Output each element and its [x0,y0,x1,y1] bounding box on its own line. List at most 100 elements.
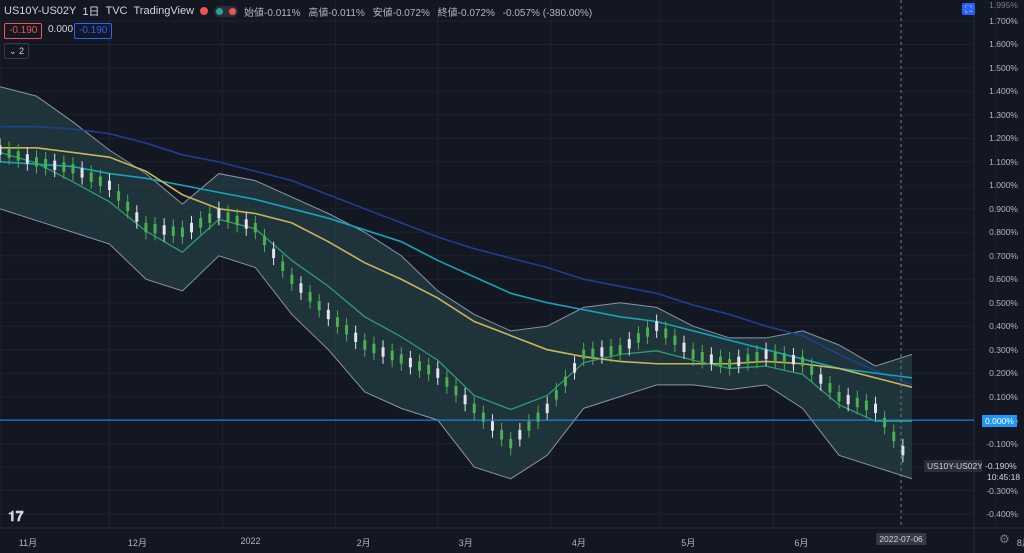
candle-body [0,145,2,155]
candle-body [500,430,504,440]
candle-body [71,164,75,174]
y-axis-tick-label: -0.300% [986,485,1018,496]
y-axis-tick-label: 0.900% [989,203,1018,214]
x-axis-tick-label: 6月 [794,538,809,548]
candle-body [591,348,595,358]
candle-body [801,356,805,367]
candle-body [472,403,476,414]
candle-body [335,317,339,327]
candle-body [235,215,239,226]
bollinger-lower-line [0,208,913,480]
candle-body [819,374,823,384]
y-axis-tick-label: 0.500% [989,297,1018,308]
x-axis-tick-label: 11月 [18,538,38,548]
y-axis-tick-label: 1.000% [989,180,1018,191]
candle-body [518,430,522,440]
candle-body [846,394,850,405]
candle-body [573,363,577,373]
y-axis-tick-label: 0.300% [989,344,1018,355]
candle-body [746,354,750,364]
crosshair-date-label: 2022-07-06 [876,533,926,545]
candle-body [372,343,376,354]
y-axis-tick-label: 0.200% [989,368,1018,379]
candle-body [390,350,394,361]
sell-button[interactable]: -0.190 [4,23,43,39]
candle-body [180,227,184,237]
y-axis-tick-label: 0.700% [989,250,1018,261]
bollinger-band-fill [0,86,912,479]
candle-body [208,213,212,223]
candle-body [892,431,896,442]
symbol-label[interactable]: US10Y-US02Y [4,5,77,17]
candle-body [901,445,905,456]
zero-line-tag: 0.000% [982,415,1017,427]
y-axis-tick-label: 0.800% [989,227,1018,238]
candle-body [627,339,631,349]
candle-body [98,176,102,186]
indicator-collapse-button[interactable]: ⌄ 2 [4,43,30,59]
countdown-tag: 10:45:18 [987,472,1021,482]
tradingview-logo-icon[interactable]: 𝟏𝟕 [8,509,24,525]
ma-yellow-line [0,146,913,389]
candle-body [171,226,175,236]
candle-body [217,208,221,219]
candle-body [728,359,732,369]
y-axis-tick-label: 0.400% [989,321,1018,332]
candle-body [481,412,485,422]
bollinger-basis-line [0,151,912,422]
candle-body [755,352,759,362]
candle-body [445,377,449,387]
buy-button[interactable]: -0.190 [74,23,113,39]
candle-body [454,386,458,396]
candle-body [509,438,513,449]
y-axis-tick-label: 1.300% [989,109,1018,120]
candle-body [700,352,704,362]
candle-body [490,421,494,431]
candle-body [272,248,276,259]
interval-label[interactable]: 1日 [82,6,100,18]
candle-body [226,212,230,222]
symbol-tag: US10Y-US02Y [924,460,986,472]
candle-body [545,403,549,414]
candle-body [463,394,467,405]
y-axis-tick-label: -0.400% [986,509,1018,519]
candle-body [107,180,111,191]
candle-body [354,332,358,343]
candle-body [144,222,148,233]
y-axis-tick-label: 1.600% [989,39,1018,50]
candle-body [53,160,57,171]
candle-body [737,356,741,367]
candle-body [326,309,330,320]
candle-body [554,390,558,400]
indicator-count: 2 [19,46,25,56]
candle-body [89,172,93,182]
candle-body [262,235,266,246]
exchange-label: TVC [105,5,128,17]
candle-body [62,162,66,172]
candle-body [618,344,622,355]
candle-body [709,354,713,364]
candle-body [399,354,403,364]
gear-icon[interactable]: ⚙ [999,532,1010,546]
candle-body [773,351,777,361]
candle-body [408,357,412,368]
candle-body [828,383,832,393]
candle-body [655,321,659,331]
candle-body [7,148,11,158]
candle-body [791,354,795,365]
market-status-icon [200,7,209,15]
candle-body [299,283,303,293]
fullscreen-icon[interactable]: ⛶ [962,3,975,15]
candle-body [536,412,540,422]
candle-body [199,218,203,228]
y-axis-tick-label: 1.400% [989,86,1018,97]
last-price-tag: -0.190% [982,460,1020,472]
candle-body [190,222,194,233]
candle-body [718,356,722,367]
trading-toggle[interactable] [214,5,239,17]
y-axis-top-label: 1.995% [989,0,1018,10]
candle-body [810,365,814,375]
x-axis-tick-label: 3月 [458,538,473,548]
candle-body [427,364,431,375]
